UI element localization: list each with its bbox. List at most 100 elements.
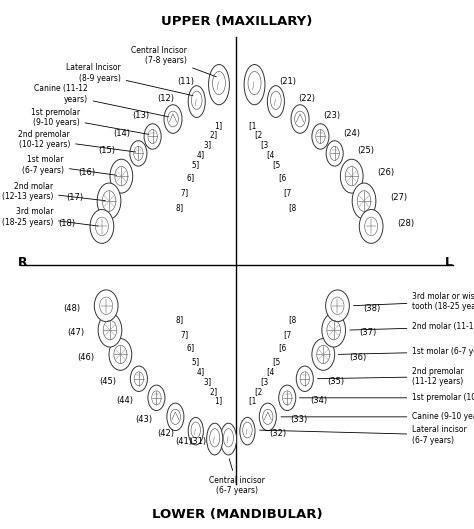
Ellipse shape: [164, 105, 182, 133]
Ellipse shape: [130, 141, 147, 166]
Text: (25): (25): [357, 145, 374, 155]
Text: Canine (11-12
years): Canine (11-12 years): [34, 85, 169, 117]
Text: 1]: 1]: [214, 121, 224, 131]
Text: [3: [3: [259, 140, 269, 149]
Text: (24): (24): [343, 129, 360, 138]
Text: [4: [4: [265, 367, 275, 377]
Ellipse shape: [240, 417, 255, 445]
Ellipse shape: [109, 339, 132, 370]
Text: (17): (17): [66, 193, 83, 203]
Ellipse shape: [312, 124, 329, 149]
Text: [2: [2: [253, 387, 263, 396]
Text: 3]: 3]: [203, 377, 212, 387]
Text: R: R: [18, 257, 27, 269]
Ellipse shape: [244, 65, 265, 105]
Text: (47): (47): [67, 328, 84, 338]
Ellipse shape: [267, 86, 284, 117]
Text: (14): (14): [113, 129, 130, 138]
Text: (46): (46): [78, 352, 95, 362]
Text: 6]: 6]: [186, 343, 195, 353]
Text: 3]: 3]: [203, 140, 212, 149]
Text: (42): (42): [157, 429, 174, 439]
Text: Lateral incisor
(6-7 years): Lateral incisor (6-7 years): [260, 425, 467, 444]
Ellipse shape: [209, 65, 229, 105]
Ellipse shape: [312, 339, 335, 370]
Text: (16): (16): [79, 168, 96, 178]
Text: 2nd premolar
(11-12 years): 2nd premolar (11-12 years): [318, 367, 464, 386]
Ellipse shape: [90, 209, 114, 243]
Text: 5]: 5]: [191, 357, 201, 366]
Text: L: L: [446, 257, 453, 269]
Text: (32): (32): [269, 429, 286, 439]
Text: (37): (37): [360, 328, 377, 338]
Ellipse shape: [220, 423, 237, 455]
Text: 7]: 7]: [180, 188, 190, 197]
Ellipse shape: [359, 209, 383, 243]
Ellipse shape: [340, 159, 363, 193]
Text: (45): (45): [99, 377, 116, 386]
Ellipse shape: [326, 290, 349, 322]
Ellipse shape: [167, 403, 184, 431]
Text: 2]: 2]: [210, 130, 219, 140]
Text: 2nd premolar
(10-12 years): 2nd premolar (10-12 years): [18, 130, 136, 152]
Text: [7: [7: [283, 330, 292, 339]
Text: (48): (48): [63, 304, 80, 313]
Text: 3rd molar
(18-25 years): 3rd molar (18-25 years): [2, 207, 98, 226]
Text: [5: [5: [271, 160, 281, 170]
Text: 3rd molar or wisdom
tooth (18-25 years): 3rd molar or wisdom tooth (18-25 years): [354, 292, 474, 311]
Ellipse shape: [188, 86, 205, 117]
Text: LOWER (MANDIBULAR): LOWER (MANDIBULAR): [152, 508, 322, 521]
Text: Lateral Incisor
(8-9 years): Lateral Incisor (8-9 years): [66, 63, 193, 96]
Text: (26): (26): [377, 168, 394, 178]
Text: (36): (36): [349, 352, 366, 362]
Text: (13): (13): [133, 111, 150, 121]
Text: 1st molar (6-7 years): 1st molar (6-7 years): [338, 347, 474, 357]
Text: (18): (18): [59, 218, 76, 228]
Text: (28): (28): [397, 218, 414, 228]
Ellipse shape: [326, 141, 343, 166]
Ellipse shape: [352, 183, 376, 219]
Text: (12): (12): [157, 94, 174, 103]
Text: UPPER (MAXILLARY): UPPER (MAXILLARY): [161, 15, 313, 28]
Ellipse shape: [148, 385, 165, 411]
Text: [2: [2: [253, 130, 263, 140]
Text: (41): (41): [175, 437, 192, 446]
Ellipse shape: [97, 183, 121, 219]
Ellipse shape: [322, 313, 346, 347]
Text: 7]: 7]: [180, 330, 190, 339]
Text: 1]: 1]: [214, 396, 224, 406]
Text: (34): (34): [310, 396, 327, 405]
Text: (35): (35): [328, 377, 345, 386]
Ellipse shape: [94, 290, 118, 322]
Text: [6: [6: [277, 173, 286, 183]
Text: 5]: 5]: [191, 160, 201, 170]
Text: (11): (11): [177, 77, 194, 86]
Text: (44): (44): [117, 396, 134, 405]
Ellipse shape: [296, 366, 313, 391]
Text: (31): (31): [189, 437, 206, 446]
Text: 2]: 2]: [210, 387, 219, 396]
Text: 4]: 4]: [197, 150, 206, 159]
Text: [8: [8: [288, 315, 297, 325]
Text: 1st molar
(6-7 years): 1st molar (6-7 years): [22, 156, 117, 175]
Text: 2nd molar (11-13 years): 2nd molar (11-13 years): [350, 322, 474, 332]
Text: [6: [6: [277, 343, 286, 353]
Ellipse shape: [98, 313, 122, 347]
Text: (33): (33): [291, 415, 308, 424]
Text: [1: [1: [247, 396, 257, 406]
Text: (22): (22): [299, 94, 316, 103]
Ellipse shape: [279, 385, 296, 411]
Text: (15): (15): [99, 145, 116, 155]
Text: [4: [4: [265, 150, 275, 159]
Text: 2nd molar
(12-13 years): 2nd molar (12-13 years): [2, 182, 105, 201]
Ellipse shape: [110, 159, 133, 193]
Text: 8]: 8]: [175, 203, 185, 213]
Text: (21): (21): [279, 77, 296, 86]
Ellipse shape: [188, 417, 203, 445]
Text: [1: [1: [247, 121, 257, 131]
Text: Central Incisor
(7-8 years): Central Incisor (7-8 years): [131, 46, 217, 77]
Ellipse shape: [144, 124, 161, 149]
Ellipse shape: [207, 423, 223, 455]
Text: [3: [3: [259, 377, 269, 387]
Text: 4]: 4]: [197, 367, 206, 377]
